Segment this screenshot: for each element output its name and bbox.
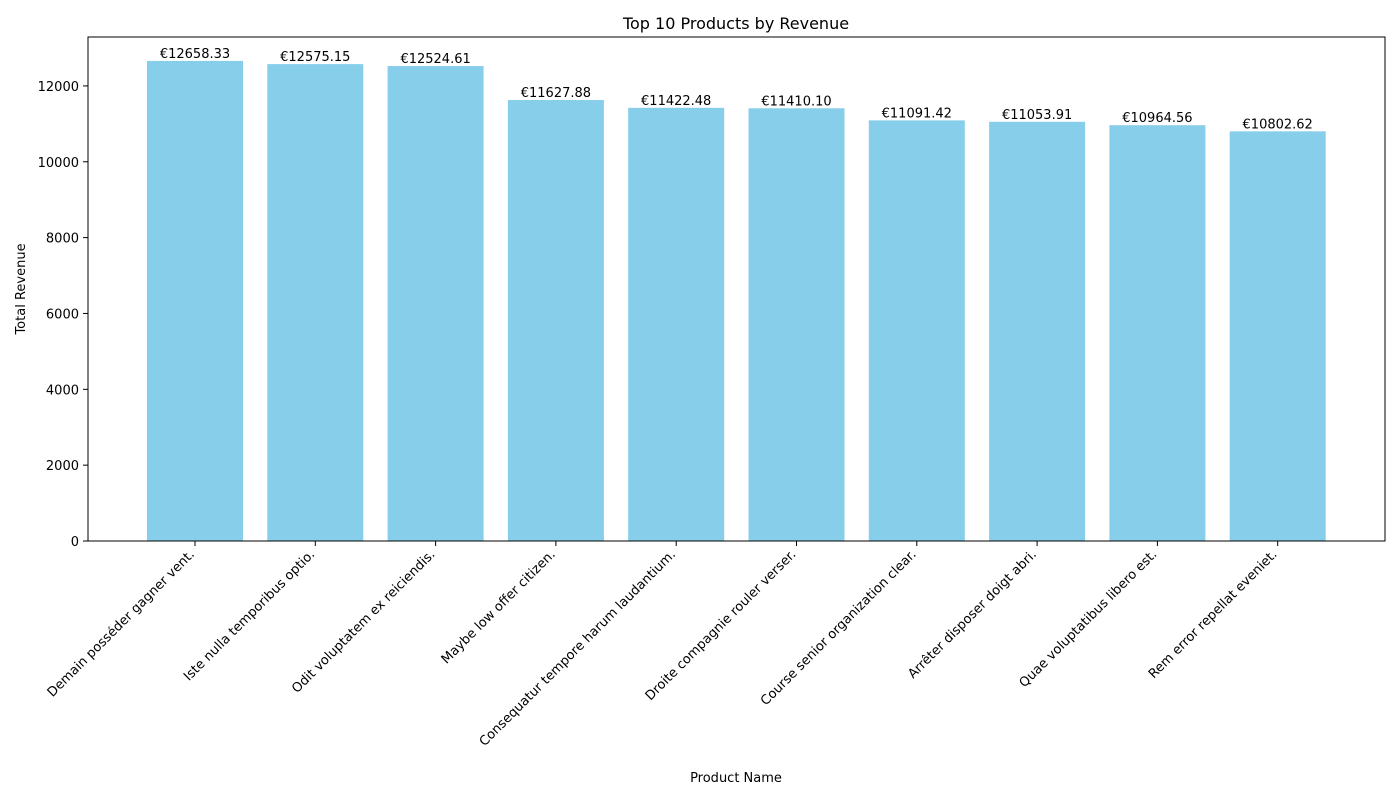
bar-value-label: €10964.56 (1122, 111, 1192, 126)
bar (628, 107, 725, 541)
x-tick-label: Rem error repellat eveniet. (1146, 547, 1281, 682)
bar-value-label: €11053.91 (1002, 108, 1072, 123)
bar (267, 64, 364, 542)
bar (1229, 131, 1326, 541)
bar-value-label: €11627.88 (521, 86, 591, 101)
x-tick-label: Demain posséder gagner vent. (45, 547, 198, 700)
x-tick-label: Arrêter disposer doigt abri. (905, 547, 1040, 682)
bar (1109, 125, 1206, 541)
y-axis-label: Total Revenue (14, 243, 29, 335)
x-axis: Demain posséder gagner vent.Iste nulla t… (45, 541, 1281, 750)
plot-frame (87, 36, 1386, 542)
y-tick-label: 6000 (46, 307, 79, 322)
y-axis: 0 2000 4000 6000 8000 10000 12000 (38, 80, 88, 550)
y-tick-label: 10000 (38, 156, 79, 171)
bars-layer (147, 60, 1326, 542)
x-tick-label: Maybe low offer citizen. (439, 547, 559, 667)
bar-value-label: €11422.48 (641, 94, 711, 109)
chart-title: Top 10 Products by Revenue (622, 14, 849, 33)
y-tick-label: 12000 (38, 80, 79, 95)
bar (748, 108, 845, 541)
x-tick-label: Odit voluptatem ex reiciendis. (289, 547, 438, 696)
x-axis-label: Product Name (690, 771, 782, 786)
bar-value-label: €12658.33 (160, 47, 230, 62)
y-tick-label: 2000 (46, 459, 79, 474)
bar-value-label: €11091.42 (882, 106, 952, 121)
x-tick-label: Consequatur tempore harum laudantium. (477, 547, 679, 749)
value-labels-layer: €12658.33 €12575.15 €12524.61 €11627.88 €114… (160, 47, 1313, 132)
bar-value-label: €10802.62 (1243, 117, 1313, 132)
y-tick-label: 4000 (46, 383, 79, 398)
x-tick-label: Iste nulla temporibus optio. (181, 547, 318, 684)
y-tick-label: 0 (71, 535, 79, 550)
bar-value-label: €11410.10 (761, 94, 831, 109)
bar (147, 60, 243, 541)
bar (387, 66, 484, 541)
bar (507, 100, 604, 541)
bar-value-label: €12575.15 (280, 50, 350, 65)
bar (868, 120, 965, 541)
x-tick-label: Quae voluptatibus libero est. (1017, 547, 1161, 691)
bar-value-label: €12524.61 (400, 52, 470, 67)
bar (989, 121, 1086, 542)
y-tick-label: 8000 (46, 232, 79, 247)
